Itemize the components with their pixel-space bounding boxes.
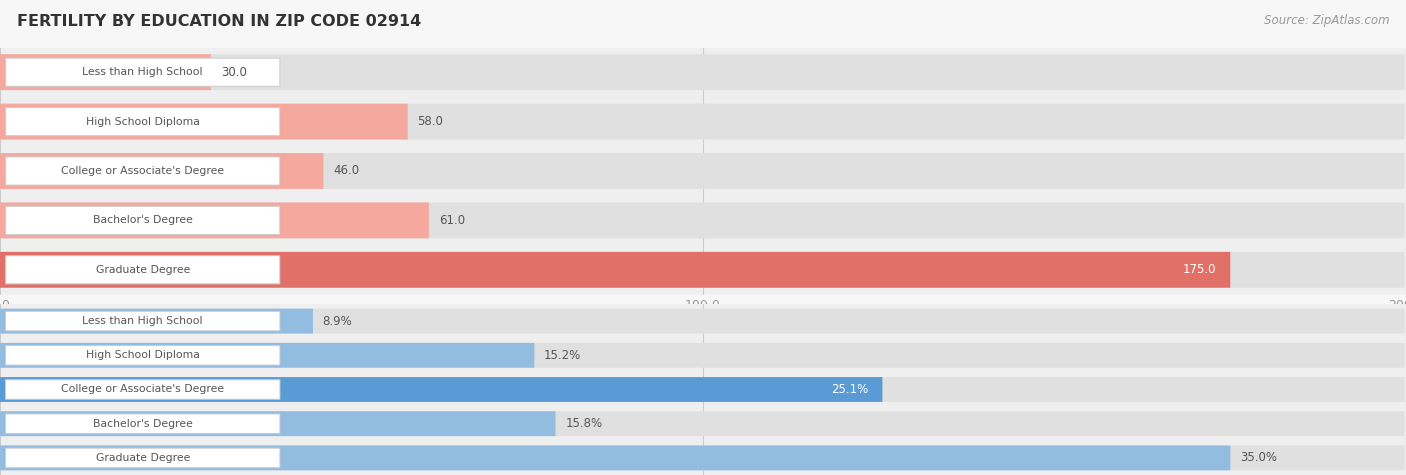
FancyBboxPatch shape bbox=[0, 48, 1406, 97]
Text: College or Associate's Degree: College or Associate's Degree bbox=[60, 166, 225, 176]
Text: Bachelor's Degree: Bachelor's Degree bbox=[93, 215, 193, 226]
FancyBboxPatch shape bbox=[6, 58, 280, 86]
Text: 8.9%: 8.9% bbox=[322, 314, 353, 328]
FancyBboxPatch shape bbox=[6, 311, 280, 331]
Text: 30.0: 30.0 bbox=[221, 66, 246, 79]
FancyBboxPatch shape bbox=[1, 104, 1405, 140]
FancyBboxPatch shape bbox=[6, 414, 280, 434]
FancyBboxPatch shape bbox=[0, 446, 1230, 470]
Text: High School Diploma: High School Diploma bbox=[86, 350, 200, 361]
Text: Less than High School: Less than High School bbox=[83, 67, 202, 77]
Text: Graduate Degree: Graduate Degree bbox=[96, 265, 190, 275]
FancyBboxPatch shape bbox=[0, 153, 323, 189]
FancyBboxPatch shape bbox=[1, 252, 1405, 288]
FancyBboxPatch shape bbox=[0, 377, 883, 402]
Text: 58.0: 58.0 bbox=[418, 115, 443, 128]
FancyBboxPatch shape bbox=[0, 245, 1406, 294]
FancyBboxPatch shape bbox=[6, 157, 280, 185]
Text: 46.0: 46.0 bbox=[333, 164, 360, 178]
FancyBboxPatch shape bbox=[6, 256, 280, 284]
FancyBboxPatch shape bbox=[0, 202, 429, 238]
FancyBboxPatch shape bbox=[1, 411, 1405, 436]
Text: Bachelor's Degree: Bachelor's Degree bbox=[93, 418, 193, 429]
Text: 15.8%: 15.8% bbox=[565, 417, 602, 430]
FancyBboxPatch shape bbox=[1, 446, 1405, 470]
Text: High School Diploma: High School Diploma bbox=[86, 116, 200, 127]
FancyBboxPatch shape bbox=[0, 441, 1406, 475]
Text: Graduate Degree: Graduate Degree bbox=[96, 453, 190, 463]
Text: 25.1%: 25.1% bbox=[831, 383, 869, 396]
FancyBboxPatch shape bbox=[0, 97, 1406, 146]
FancyBboxPatch shape bbox=[1, 54, 1405, 90]
FancyBboxPatch shape bbox=[6, 206, 280, 235]
Text: Less than High School: Less than High School bbox=[83, 316, 202, 326]
Text: 175.0: 175.0 bbox=[1182, 263, 1216, 276]
FancyBboxPatch shape bbox=[6, 380, 280, 399]
FancyBboxPatch shape bbox=[1, 343, 1405, 368]
FancyBboxPatch shape bbox=[0, 372, 1406, 407]
FancyBboxPatch shape bbox=[6, 107, 280, 136]
FancyBboxPatch shape bbox=[6, 448, 280, 468]
Text: 35.0%: 35.0% bbox=[1240, 451, 1277, 465]
Text: FERTILITY BY EDUCATION IN ZIP CODE 02914: FERTILITY BY EDUCATION IN ZIP CODE 02914 bbox=[17, 14, 422, 29]
FancyBboxPatch shape bbox=[1, 153, 1405, 189]
FancyBboxPatch shape bbox=[6, 345, 280, 365]
FancyBboxPatch shape bbox=[0, 252, 1230, 288]
FancyBboxPatch shape bbox=[0, 407, 1406, 441]
Text: 15.2%: 15.2% bbox=[544, 349, 581, 362]
Text: Source: ZipAtlas.com: Source: ZipAtlas.com bbox=[1264, 14, 1389, 27]
FancyBboxPatch shape bbox=[0, 54, 211, 90]
FancyBboxPatch shape bbox=[0, 343, 534, 368]
Text: 61.0: 61.0 bbox=[439, 214, 465, 227]
FancyBboxPatch shape bbox=[0, 146, 1406, 196]
FancyBboxPatch shape bbox=[1, 377, 1405, 402]
FancyBboxPatch shape bbox=[1, 309, 1405, 333]
FancyBboxPatch shape bbox=[0, 411, 555, 436]
FancyBboxPatch shape bbox=[0, 104, 408, 140]
FancyBboxPatch shape bbox=[0, 309, 314, 333]
FancyBboxPatch shape bbox=[0, 196, 1406, 245]
Text: College or Associate's Degree: College or Associate's Degree bbox=[60, 384, 225, 395]
FancyBboxPatch shape bbox=[1, 202, 1405, 238]
FancyBboxPatch shape bbox=[0, 338, 1406, 372]
FancyBboxPatch shape bbox=[0, 304, 1406, 338]
